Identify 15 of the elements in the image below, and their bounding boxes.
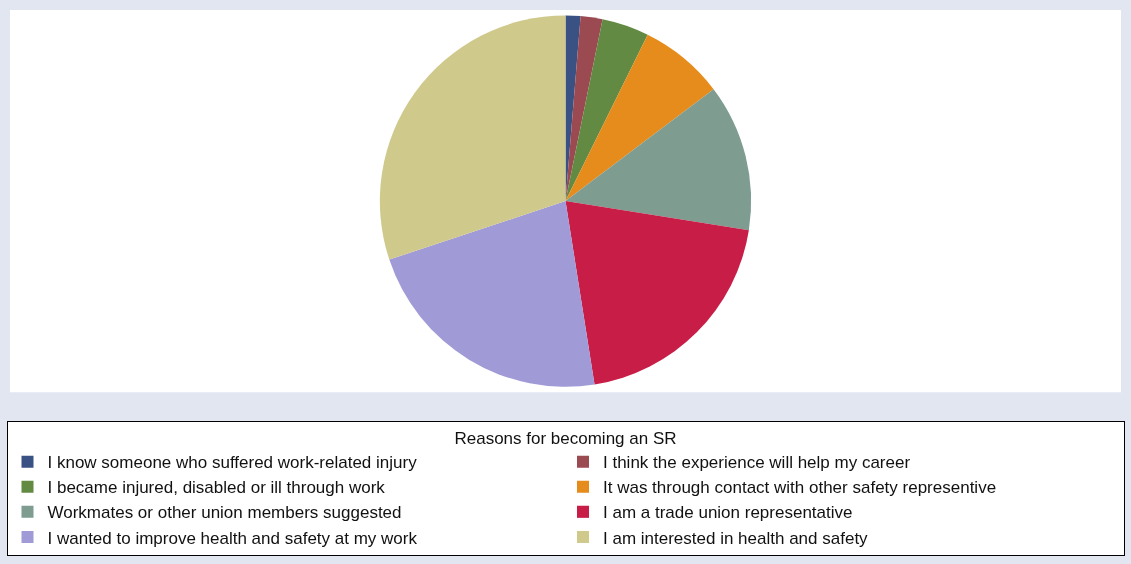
pie-slice xyxy=(389,201,595,387)
legend-label: I am interested in health and safety xyxy=(603,528,869,548)
pie-slice xyxy=(380,15,566,260)
legend-label: I am a trade union representative xyxy=(603,503,853,523)
pie-slice xyxy=(565,34,714,202)
pie-slice xyxy=(565,89,751,231)
legend-label: Workmates or other union members suggested xyxy=(47,503,402,523)
legend-label: I became injured, disabled or ill through work xyxy=(47,478,386,498)
legend-label: I think the experience will help my career xyxy=(603,453,911,473)
legend-label: It was through contact with other safety representive xyxy=(603,478,997,498)
pie-slice xyxy=(565,19,648,202)
legend-label: I know someone who suffered work-related injury xyxy=(47,453,418,473)
legend-title: Reasons for becoming an SR xyxy=(454,429,677,449)
legend-label: I wanted to improve health and safety at my work xyxy=(47,528,418,548)
pie-slice xyxy=(565,201,749,385)
